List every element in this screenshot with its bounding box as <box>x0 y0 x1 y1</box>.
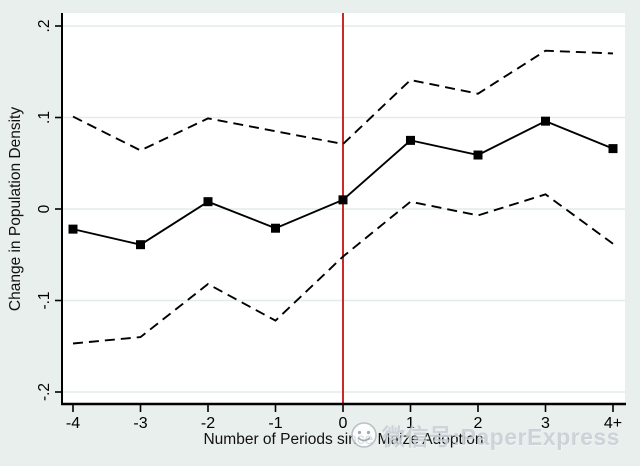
x-tick-label: -4 <box>66 415 80 432</box>
x-tick-label: 1 <box>406 415 415 432</box>
marker-point-estimate-1 <box>406 135 415 145</box>
series-lower-confidence-bound <box>72 193 614 345</box>
marker-point-estimate-4+ <box>608 144 618 154</box>
x-tick-label: 2 <box>474 415 483 432</box>
series-upper-confidence-bound <box>72 49 614 152</box>
y-axis-title: Change in Population Density <box>7 106 24 312</box>
x-axis-title: Number of Periods since Maize Adoption <box>203 431 484 448</box>
x-tick-label: 0 <box>339 415 348 432</box>
marker-point-estimate--1 <box>271 223 280 233</box>
marker-point-estimate--3 <box>136 240 145 250</box>
marker-point-estimate--4 <box>68 224 78 234</box>
marker-point-estimate-0 <box>338 195 348 205</box>
x-tick-label: 3 <box>541 415 550 432</box>
y-tick-label: .2 <box>36 20 53 33</box>
y-tick-label: -.2 <box>36 383 53 401</box>
marker-point-estimate--2 <box>203 197 213 207</box>
y-tick-label: -.1 <box>36 291 53 309</box>
y-tick-label: .1 <box>36 111 53 124</box>
x-tick-label: 4+ <box>604 415 622 432</box>
y-tick-label: 0 <box>36 204 53 213</box>
marker-point-estimate-2 <box>473 150 483 160</box>
x-tick-label: -3 <box>133 415 147 432</box>
x-tick-label: -1 <box>268 415 282 432</box>
x-tick-label: -2 <box>201 415 215 432</box>
marker-point-estimate-3 <box>541 116 550 126</box>
